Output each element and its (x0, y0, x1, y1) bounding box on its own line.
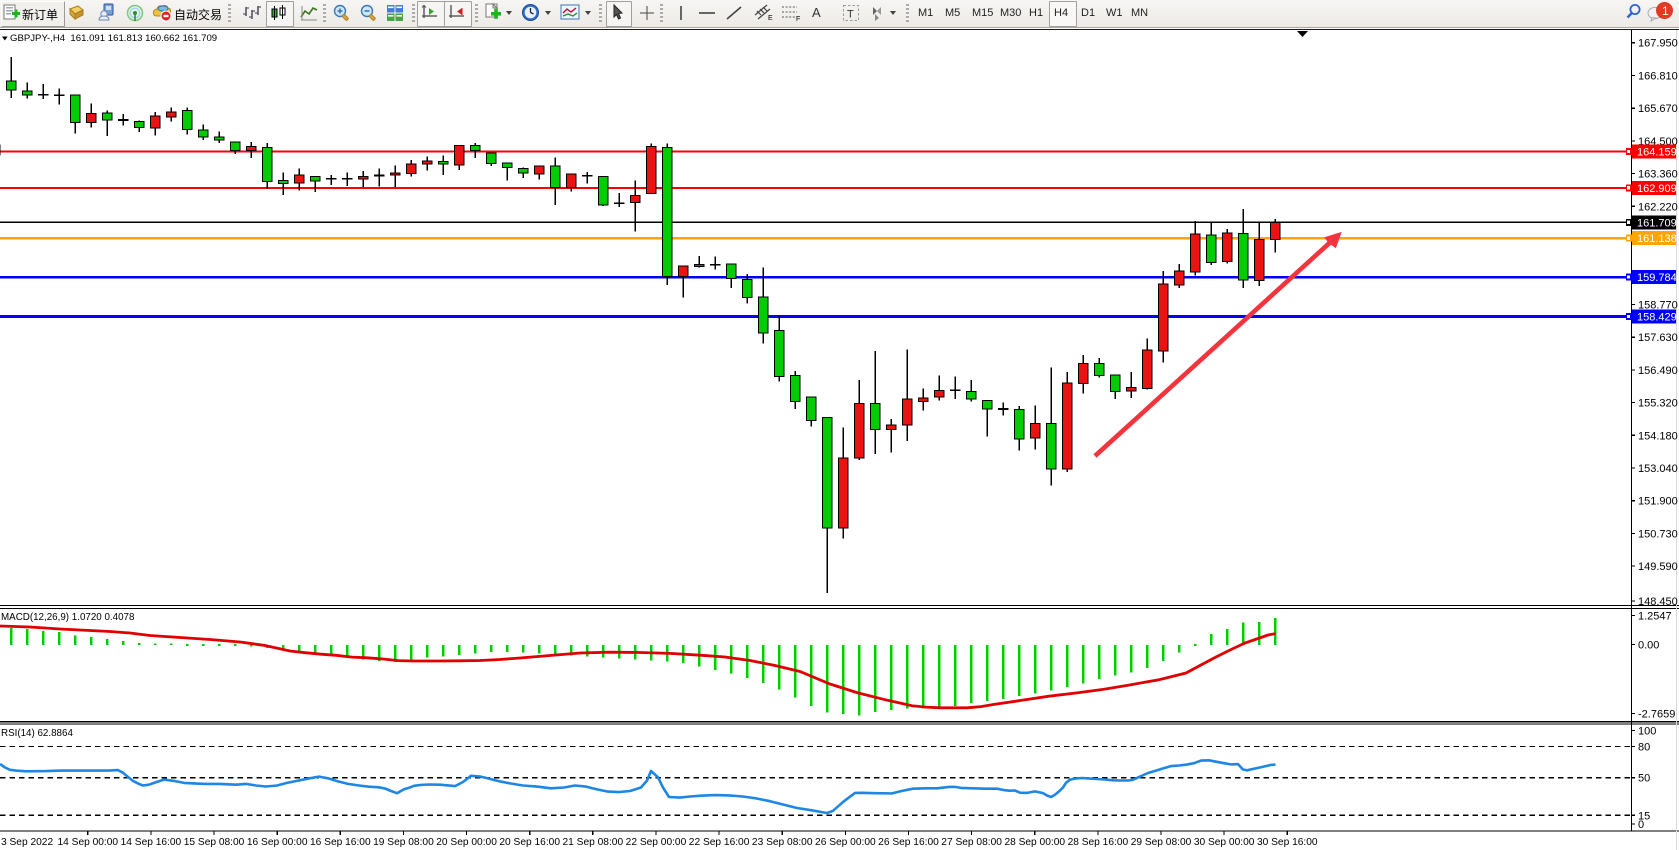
svg-text:157.630: 157.630 (1638, 332, 1678, 344)
svg-text:163.360: 163.360 (1638, 169, 1678, 181)
svg-text:0.00: 0.00 (1638, 639, 1659, 651)
svg-text:0: 0 (1638, 819, 1644, 831)
svg-text:22 Sep 16:00: 22 Sep 16:00 (689, 837, 750, 848)
svg-text:155.320: 155.320 (1638, 398, 1678, 410)
svg-text:162.220: 162.220 (1638, 201, 1678, 213)
svg-text:161.709: 161.709 (1637, 217, 1677, 229)
svg-text:19 Sep 08:00: 19 Sep 08:00 (373, 837, 434, 848)
svg-text:159.784: 159.784 (1637, 272, 1677, 284)
svg-text:29 Sep 08:00: 29 Sep 08:00 (1131, 837, 1192, 848)
svg-text:30 Sep 00:00: 30 Sep 00:00 (1194, 837, 1255, 848)
svg-text:F: F (796, 16, 800, 23)
svg-text:16 Sep 16:00: 16 Sep 16:00 (310, 837, 371, 848)
svg-text:E: E (768, 15, 773, 22)
svg-text:-2.7659: -2.7659 (1638, 709, 1675, 721)
svg-text:26 Sep 16:00: 26 Sep 16:00 (878, 837, 939, 848)
svg-text:30 Sep 16:00: 30 Sep 16:00 (1257, 837, 1318, 848)
svg-text:15: 15 (1638, 810, 1650, 822)
svg-text:151.900: 151.900 (1638, 496, 1678, 508)
svg-text:GBPJPY-,H4 161.091 161.813 16: GBPJPY-,H4 161.091 161.813 160.662 161.7… (10, 33, 217, 44)
svg-text:100: 100 (1638, 726, 1656, 738)
svg-text:21 Sep 08:00: 21 Sep 08:00 (563, 837, 624, 848)
svg-text:23 Sep 08:00: 23 Sep 08:00 (752, 837, 813, 848)
svg-text:28 Sep 00:00: 28 Sep 00:00 (1004, 837, 1065, 848)
svg-text:MACD(12,26,9) 1.0720 0.4078: MACD(12,26,9) 1.0720 0.4078 (1, 612, 135, 623)
svg-text:14 Sep 00:00: 14 Sep 00:00 (57, 837, 118, 848)
svg-text:80: 80 (1638, 742, 1650, 754)
svg-text:164.159: 164.159 (1637, 147, 1677, 159)
svg-text:154.180: 154.180 (1638, 430, 1678, 442)
svg-text:165.670: 165.670 (1638, 103, 1678, 115)
svg-text:3 Sep 2022: 3 Sep 2022 (1, 837, 53, 848)
svg-text:27 Sep 08:00: 27 Sep 08:00 (941, 837, 1002, 848)
svg-text:153.040: 153.040 (1638, 463, 1678, 475)
svg-text:158.429: 158.429 (1637, 312, 1677, 324)
svg-text:158.770: 158.770 (1638, 300, 1678, 312)
svg-text:1.2547: 1.2547 (1638, 611, 1672, 623)
svg-text:167.950: 167.950 (1638, 38, 1678, 50)
svg-text:20 Sep 00:00: 20 Sep 00:00 (436, 837, 497, 848)
svg-text:26 Sep 00:00: 26 Sep 00:00 (815, 837, 876, 848)
svg-text:149.590: 149.590 (1638, 561, 1678, 573)
svg-text:22 Sep 00:00: 22 Sep 00:00 (626, 837, 687, 848)
svg-text:RSI(14) 62.8864: RSI(14) 62.8864 (1, 728, 73, 739)
svg-text:156.490: 156.490 (1638, 365, 1678, 377)
svg-text:16 Sep 00:00: 16 Sep 00:00 (247, 837, 308, 848)
svg-text:166.810: 166.810 (1638, 70, 1678, 82)
svg-text:50: 50 (1638, 773, 1650, 785)
svg-text:162.909: 162.909 (1637, 183, 1677, 195)
svg-text:15 Sep 08:00: 15 Sep 08:00 (184, 837, 245, 848)
svg-text:T: T (847, 9, 854, 21)
svg-text:20 Sep 16:00: 20 Sep 16:00 (499, 837, 560, 848)
svg-text:148.450: 148.450 (1638, 596, 1678, 608)
svg-text:150.730: 150.730 (1638, 528, 1678, 540)
svg-text:161.138: 161.138 (1637, 233, 1677, 245)
svg-text:14 Sep 16:00: 14 Sep 16:00 (121, 837, 182, 848)
svg-text:28 Sep 16:00: 28 Sep 16:00 (1068, 837, 1129, 848)
